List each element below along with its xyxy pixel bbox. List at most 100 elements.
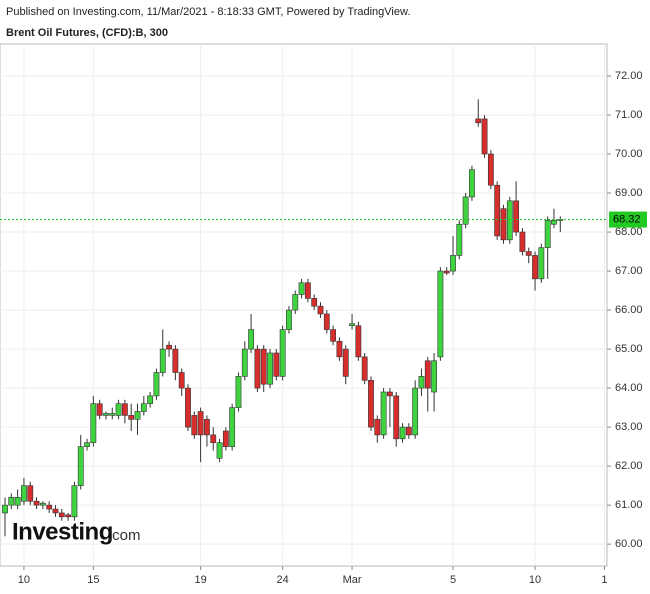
- x-tick-label: 24: [277, 574, 289, 586]
- candle-body: [103, 413, 109, 416]
- y-tick-label: 64.00: [615, 382, 643, 394]
- candle-body: [405, 426, 412, 436]
- candle-body: [380, 391, 387, 436]
- last-price-box: [609, 211, 647, 228]
- candle-body: [254, 348, 261, 389]
- candle-body: [235, 376, 242, 408]
- candle-body: [2, 504, 8, 514]
- candle-body: [450, 255, 456, 272]
- candle-body: [140, 403, 147, 412]
- candle-body: [424, 360, 431, 389]
- candle-body: [222, 430, 229, 447]
- candle-body: [456, 223, 463, 256]
- candle-body: [153, 372, 160, 397]
- candle-body: [336, 340, 343, 358]
- x-tick-label: 19: [194, 574, 206, 586]
- chart-title: Brent Oil Futures, (CFD):B, 300: [6, 27, 168, 39]
- candle-body: [128, 415, 135, 420]
- candle-body: [374, 419, 381, 436]
- y-tick-label: 69.00: [615, 187, 643, 199]
- candle-body: [121, 403, 128, 416]
- candle-body: [90, 403, 97, 444]
- watermark-suffix: .com: [108, 527, 141, 544]
- candle-body: [317, 305, 324, 315]
- candle-body: [172, 348, 179, 373]
- candle-body: [115, 403, 122, 416]
- candle-body: [298, 282, 305, 295]
- candle-body: [368, 379, 374, 428]
- candle-body: [229, 407, 236, 447]
- candle-body: [506, 200, 513, 241]
- candle-body: [39, 502, 46, 506]
- candle-body: [431, 360, 437, 393]
- y-tick-label: 61.00: [615, 499, 643, 511]
- y-tick-label: 71.00: [615, 109, 643, 121]
- candle-body: [71, 485, 78, 518]
- x-tick-label: 1: [601, 574, 607, 586]
- candle-body: [525, 251, 532, 256]
- x-tick-label: 15: [87, 574, 99, 586]
- candle-body: [8, 497, 15, 506]
- candle-body: [109, 413, 116, 416]
- candle-body: [267, 352, 273, 385]
- y-tick-label: 70.00: [615, 148, 643, 160]
- candle-body: [241, 348, 248, 377]
- candle-body: [286, 309, 292, 330]
- y-tick-label: 60.00: [615, 538, 643, 550]
- candle-body: [494, 184, 501, 237]
- candle-body: [77, 446, 84, 486]
- candle-body: [14, 497, 21, 506]
- candle-body: [178, 372, 185, 389]
- candle-body: [204, 419, 210, 436]
- candle-body: [191, 415, 198, 436]
- candle-body: [166, 344, 172, 350]
- candle-body: [27, 485, 34, 502]
- candle-body: [96, 403, 103, 416]
- y-tick-label: 72.00: [615, 70, 643, 82]
- candle-body: [387, 391, 393, 397]
- candle-body: [147, 395, 154, 405]
- attribution: Published on Investing.com, 11/Mar/2021 …: [6, 6, 410, 18]
- y-tick-label: 67.00: [615, 265, 643, 277]
- candle-body: [159, 348, 166, 373]
- candle-body: [33, 500, 40, 506]
- candle-body: [210, 434, 217, 444]
- last-price-label: 68.32: [613, 213, 641, 225]
- x-tick-label: 5: [450, 574, 456, 586]
- candle-body: [437, 270, 444, 358]
- candle-body: [412, 387, 419, 436]
- y-tick-label: 63.00: [615, 421, 643, 433]
- y-tick-label: 65.00: [615, 343, 643, 355]
- candle-body: [532, 255, 538, 280]
- y-tick-label: 66.00: [615, 304, 643, 316]
- candle-body: [292, 294, 299, 311]
- candle-body: [361, 356, 368, 381]
- candle-body: [551, 220, 557, 225]
- candle-body: [65, 514, 71, 518]
- candle-body: [260, 348, 267, 385]
- watermark: Investing: [12, 518, 113, 545]
- candle-body: [52, 508, 59, 514]
- candle-body: [330, 329, 337, 342]
- candle-body: [58, 512, 65, 518]
- candle-body: [185, 387, 191, 428]
- candle-body: [84, 442, 90, 447]
- y-tick-label: 68.00: [615, 226, 643, 238]
- candle-body: [399, 426, 406, 440]
- candle-body: [487, 153, 494, 186]
- candle-body: [500, 208, 507, 241]
- candle-body: [248, 329, 254, 350]
- candle-body: [481, 118, 488, 155]
- plot-frame: [0, 43, 608, 567]
- candle-body: [197, 411, 204, 436]
- candle-body: [46, 504, 53, 510]
- candle-body: [462, 196, 469, 225]
- candle-body: [304, 282, 311, 299]
- candle-body: [475, 118, 482, 124]
- candle-body: [273, 352, 280, 377]
- candle-body: [216, 442, 223, 459]
- candle-body: [134, 411, 141, 420]
- candle-body: [311, 298, 318, 307]
- candle-body: [418, 376, 425, 389]
